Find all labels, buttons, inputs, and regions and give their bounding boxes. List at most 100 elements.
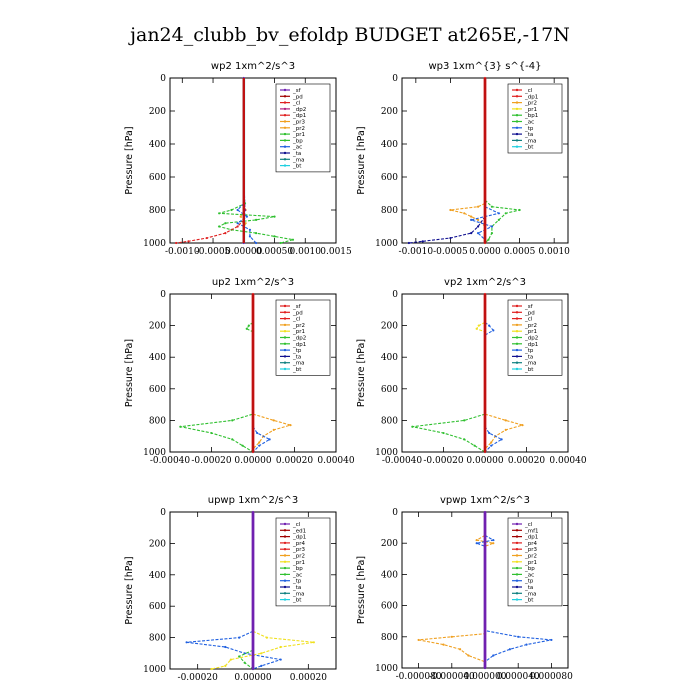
series-line-bp [238,649,254,670]
data-point [497,212,500,215]
legend-marker [283,304,287,308]
legend-entry: _dp1 [524,94,538,100]
y-tick-label: 400 [381,570,398,580]
data-point [260,652,263,655]
y-tick-label: 1000 [375,239,398,249]
panel-1: wp2 1xm^2/s^3 Pressure [hPa] 0 200 400 600 800… [124,61,352,257]
legend-entry: _pr2 [292,126,305,132]
data-point [279,658,282,661]
x-tick-label: 0.00000 [234,673,271,683]
legend-entry: _bt [524,367,534,373]
legend-entry: _pr3 [292,547,306,553]
panel-title: upwp 1xm^2/s^3 [208,495,298,506]
legend-entry: _sf [292,88,302,94]
x-tick-label: 0.0015 [320,247,352,257]
y-tick-label: 600 [149,602,166,612]
series-line-tp [252,426,271,453]
x-tick-label: 0.0010 [290,247,322,257]
data-point [291,238,295,241]
legend-marker [515,101,519,104]
legend-entry: _dp1 [524,535,538,541]
data-point [476,232,480,235]
legend-marker [283,566,287,570]
legend-marker [283,114,287,117]
legend-marker [515,88,519,92]
panel-4: vp2 1xm^2/s^3 Pressure [hPa] 0 200 400 600 800… [356,277,587,466]
x-tick-label: 0.000040 [497,672,540,682]
x-tick-label: 0.0005 [504,247,536,257]
legend-entry: _pd [292,310,303,316]
y-tick-label: 0 [392,74,398,84]
data-point [521,424,524,427]
legend-entry: _pr1 [292,132,305,138]
series-line-pr1 [211,630,314,670]
data-point [236,225,239,228]
legend-entry: _pr4 [292,541,306,547]
data-point [449,236,452,240]
legend-marker [515,120,519,123]
data-point [504,419,507,422]
legend-entry: _pd [524,310,535,316]
data-point [459,648,462,651]
data-point [279,241,282,245]
legend-marker [283,361,287,364]
y-axis-label: Pressure [hPa] [124,556,135,624]
legend-marker [283,522,287,526]
legend-marker [283,554,287,557]
data-point [476,225,480,228]
y-tick-label: 800 [381,416,398,426]
y-tick-label: 800 [381,206,398,216]
panel-title: up2 1xm^2/s^3 [212,277,294,288]
y-tick-label: 600 [149,385,166,395]
panels: wp2 1xm^2/s^3 Pressure [hPa] 0 200 400 600 800… [124,61,587,683]
panel-title: wp3 1xm^{3} s^{-4} [428,61,541,72]
data-point [273,215,276,218]
data-point [470,215,473,218]
data-point [247,324,250,327]
legend-marker [515,367,519,371]
data-point [210,431,213,435]
data-point [248,228,252,231]
data-point [442,643,445,646]
legend-entry: _pr2 [524,554,537,560]
x-tick-label: 0.00020 [290,673,327,683]
legend-entry: _pr1 [524,560,537,566]
y-tick-label: 400 [149,571,166,581]
data-point [488,324,491,327]
legend-entry: _tp [524,579,534,585]
x-tick-label: -0.0005 [196,247,231,257]
panel-title: vpwp 1xm^2/s^3 [440,495,530,506]
data-point [236,222,239,225]
legend-marker [515,132,519,136]
data-point [508,648,511,651]
x-tick-label: -0.0010 [165,247,200,257]
legend-entry: _bp [292,566,303,572]
legend-entry: _pr2 [292,554,305,560]
legend-entry: _cl [524,522,533,528]
data-point [231,419,234,422]
data-point [230,208,233,212]
data-point [518,208,521,212]
legend-entry: _mf1 [524,528,539,534]
data-point [500,438,503,441]
data-point [218,225,221,228]
y-axis-label: Pressure [hPa] [356,126,367,194]
legend-marker [283,342,287,345]
series-line-pr2 [450,202,486,227]
data-point [258,444,261,447]
y-tick-label: 1000 [375,448,398,458]
x-tick-label: -0.0010 [399,247,434,257]
x-tick-label: 0.00020 [276,456,313,466]
y-tick-label: 1000 [143,448,166,458]
y-axis-label: Pressure [hPa] [356,556,367,624]
data-point [477,324,480,327]
legend-entry: _cl [524,317,533,323]
x-tick-label: -0.0005 [433,247,468,257]
data-point [238,655,241,658]
y-tick-label: 1000 [375,664,398,674]
data-point [449,208,452,212]
data-point [473,444,476,447]
y-tick-label: 800 [149,206,166,216]
y-tick-label: 200 [381,107,398,117]
y-tick-label: 0 [392,508,398,518]
